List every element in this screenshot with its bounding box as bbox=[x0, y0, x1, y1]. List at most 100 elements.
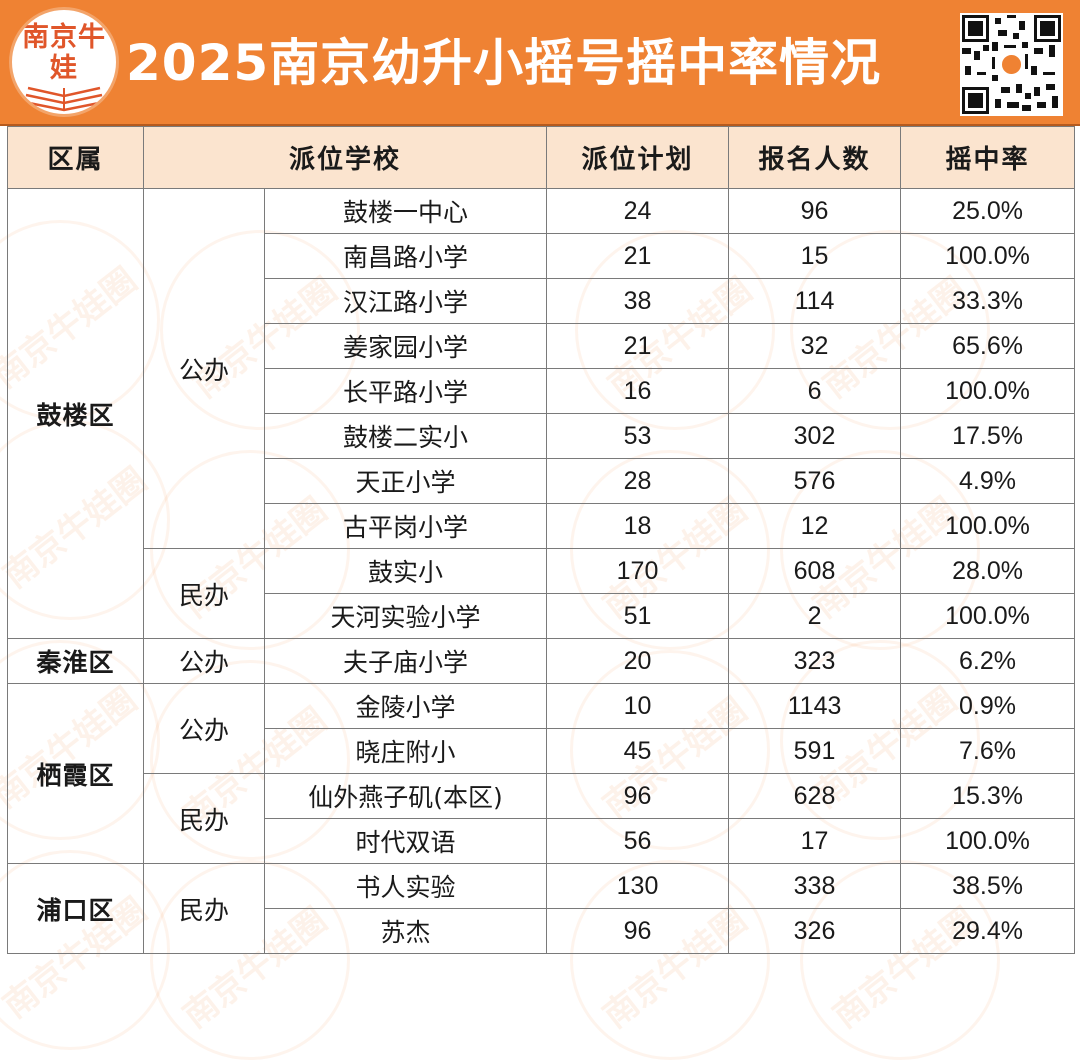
rate-cell: 38.5% bbox=[900, 863, 1076, 909]
applicants-cell: 1143 bbox=[728, 683, 902, 729]
rate-cell: 100.0% bbox=[900, 233, 1076, 279]
rate-cell: 65.6% bbox=[900, 323, 1076, 369]
rate-cell: 25.0% bbox=[900, 188, 1076, 234]
rate-cell: 28.0% bbox=[900, 548, 1076, 594]
book-emblem-icon bbox=[23, 86, 105, 112]
school-type-cell: 民办 bbox=[143, 863, 265, 954]
table-row: 姜家园小学 21 32 65.6% bbox=[8, 323, 1076, 369]
table-row: 天正小学 28 576 4.9% bbox=[8, 458, 1076, 504]
table-row: 浦口区 民办 书人实验 130 338 38.5% bbox=[7, 863, 1076, 954]
plan-cell: 10 bbox=[546, 683, 730, 729]
plan-cell: 51 bbox=[546, 593, 730, 639]
district-cell: 浦口区 bbox=[7, 863, 144, 954]
table-row: 苏杰 96 326 29.4% bbox=[8, 908, 1076, 954]
table-row: 民办 仙外燕子矶(本区) 96 628 15.3% bbox=[8, 773, 1076, 864]
table-row: 古平岗小学 18 12 100.0% bbox=[8, 503, 1076, 549]
applicants-cell: 6 bbox=[728, 368, 902, 414]
school-name-cell: 晓庄附小 bbox=[263, 728, 548, 774]
header-applicants: 报名人数 bbox=[728, 126, 902, 189]
school-name-cell: 鼓楼一中心 bbox=[263, 188, 548, 234]
school-name-cell: 夫子庙小学 bbox=[263, 638, 548, 684]
school-name-cell: 金陵小学 bbox=[263, 683, 548, 729]
school-type-cell: 公办 bbox=[143, 683, 265, 774]
header-rate: 摇中率 bbox=[900, 126, 1076, 189]
rate-cell: 100.0% bbox=[900, 503, 1076, 549]
applicants-cell: 17 bbox=[728, 818, 902, 864]
applicants-cell: 338 bbox=[728, 863, 902, 909]
table-row: 南昌路小学 21 15 100.0% bbox=[8, 233, 1076, 279]
qr-code[interactable] bbox=[960, 13, 1063, 116]
plan-cell: 38 bbox=[546, 278, 730, 324]
plan-cell: 130 bbox=[546, 863, 730, 909]
qr-center-logo bbox=[1000, 53, 1023, 76]
applicants-cell: 114 bbox=[728, 278, 902, 324]
school-type-cell: 公办 bbox=[143, 188, 265, 549]
plan-cell: 53 bbox=[546, 413, 730, 459]
rate-cell: 100.0% bbox=[900, 593, 1076, 639]
rate-cell: 17.5% bbox=[900, 413, 1076, 459]
applicants-cell: 96 bbox=[728, 188, 902, 234]
qr-code-icon bbox=[962, 15, 1061, 114]
school-type-cell: 民办 bbox=[143, 548, 265, 639]
header-district: 区属 bbox=[7, 126, 144, 189]
applicants-cell: 32 bbox=[728, 323, 902, 369]
table-header-row: 区属 派位学校 派位计划 报名人数 摇中率 bbox=[7, 126, 1076, 189]
table-row: 鼓楼二实小 53 302 17.5% bbox=[8, 413, 1076, 459]
table-row: 栖霞区 公办 金陵小学 10 1143 0.9% bbox=[7, 683, 1076, 864]
table-row: 民办 鼓实小 170 608 28.0% bbox=[8, 548, 1076, 639]
applicants-cell: 323 bbox=[728, 638, 902, 684]
plan-cell: 20 bbox=[546, 638, 730, 684]
applicants-cell: 302 bbox=[728, 413, 902, 459]
plan-cell: 45 bbox=[546, 728, 730, 774]
header-banner: 南京牛娃 2025南京幼升小摇号摇中率情况 bbox=[0, 0, 1080, 126]
table-row: 长平路小学 16 6 100.0% bbox=[8, 368, 1076, 414]
applicants-cell: 12 bbox=[728, 503, 902, 549]
school-name-cell: 天正小学 bbox=[263, 458, 548, 504]
plan-cell: 96 bbox=[546, 908, 730, 954]
plan-cell: 21 bbox=[546, 233, 730, 279]
logo: 南京牛娃 bbox=[9, 7, 119, 117]
table-body: 鼓楼区 公办 鼓楼一中心 24 96 25.0% 南昌路小学 21 15 100.0% 汉江路小学 3… bbox=[7, 188, 1076, 954]
plan-cell: 18 bbox=[546, 503, 730, 549]
district-cell: 栖霞区 bbox=[7, 683, 144, 864]
rate-cell: 33.3% bbox=[900, 278, 1076, 324]
applicants-cell: 2 bbox=[728, 593, 902, 639]
rate-cell: 29.4% bbox=[900, 908, 1076, 954]
district-cell: 鼓楼区 bbox=[7, 188, 144, 639]
school-name-cell: 鼓实小 bbox=[263, 548, 548, 594]
applicants-cell: 576 bbox=[728, 458, 902, 504]
applicants-cell: 628 bbox=[728, 773, 902, 819]
logo-text: 南京牛娃 bbox=[22, 22, 106, 84]
applicants-cell: 591 bbox=[728, 728, 902, 774]
rate-cell: 15.3% bbox=[900, 773, 1076, 819]
rate-cell: 4.9% bbox=[900, 458, 1076, 504]
plan-cell: 24 bbox=[546, 188, 730, 234]
district-cell: 秦淮区 bbox=[7, 638, 144, 684]
header-school: 派位学校 bbox=[142, 126, 548, 189]
plan-cell: 28 bbox=[546, 458, 730, 504]
school-name-cell: 鼓楼二实小 bbox=[263, 413, 548, 459]
applicants-cell: 608 bbox=[728, 548, 902, 594]
school-name-cell: 汉江路小学 bbox=[263, 278, 548, 324]
rate-cell: 100.0% bbox=[900, 818, 1076, 864]
school-type-cell: 公办 bbox=[143, 638, 265, 684]
rate-cell: 100.0% bbox=[900, 368, 1076, 414]
plan-cell: 56 bbox=[546, 818, 730, 864]
table-row: 鼓楼区 公办 鼓楼一中心 24 96 25.0% bbox=[7, 188, 1076, 639]
school-name-cell: 时代双语 bbox=[263, 818, 548, 864]
school-name-cell: 书人实验 bbox=[263, 863, 548, 909]
rate-cell: 6.2% bbox=[900, 638, 1076, 684]
school-name-cell: 仙外燕子矶(本区) bbox=[263, 773, 548, 819]
school-name-cell: 姜家园小学 bbox=[263, 323, 548, 369]
plan-cell: 170 bbox=[546, 548, 730, 594]
table-row: 天河实验小学 51 2 100.0% bbox=[8, 593, 1076, 639]
school-name-cell: 长平路小学 bbox=[263, 368, 548, 414]
rate-cell: 7.6% bbox=[900, 728, 1076, 774]
header-plan: 派位计划 bbox=[546, 126, 730, 189]
plan-cell: 21 bbox=[546, 323, 730, 369]
applicants-cell: 15 bbox=[728, 233, 902, 279]
page-title: 2025南京幼升小摇号摇中率情况 bbox=[126, 34, 882, 92]
table-row: 秦淮区 公办 夫子庙小学 20 323 6.2% bbox=[7, 638, 1076, 684]
plan-cell: 16 bbox=[546, 368, 730, 414]
